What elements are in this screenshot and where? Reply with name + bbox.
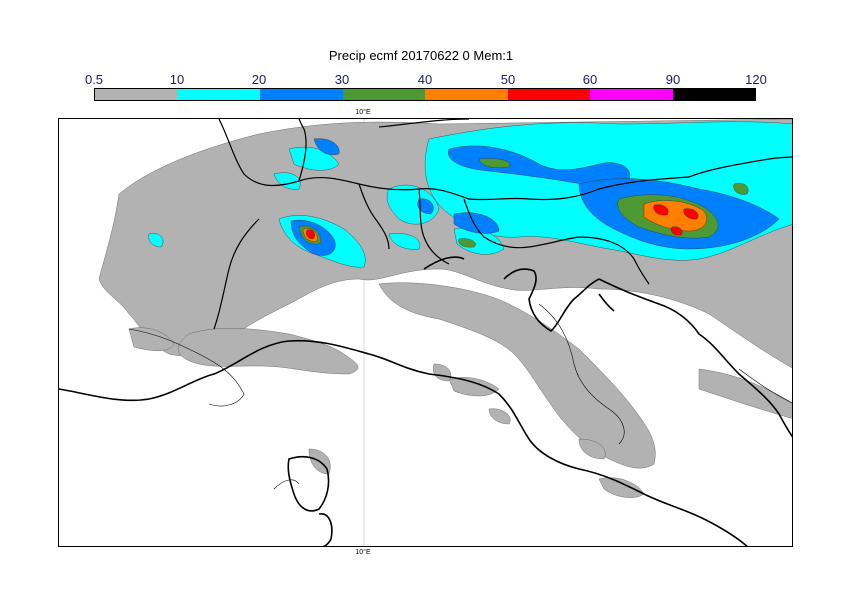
colorbar-segment-7 [672, 89, 755, 100]
colorbar [94, 88, 756, 101]
map-title: Precip ecmf 20170622 0 Mem:1 [328, 48, 514, 63]
contour-lines [128, 303, 792, 490]
coastlines [59, 256, 792, 546]
colorbar-label-8: 120 [745, 72, 767, 87]
colorbar-label-3: 30 [334, 72, 350, 87]
colorbar-label-0: 0.5 [84, 72, 104, 87]
precip-map [58, 118, 793, 547]
colorbar-label-2: 20 [251, 72, 267, 87]
colorbar-segment-5 [507, 89, 590, 100]
colorbar-label-7: 90 [665, 72, 681, 87]
colorbar-segment-1 [177, 89, 260, 100]
colorbar-segment-6 [590, 89, 673, 100]
map-canvas [59, 119, 792, 546]
lon-label-top: 10°E [355, 109, 371, 116]
colorbar-segment-0 [95, 89, 178, 100]
colorbar-segment-2 [260, 89, 343, 100]
colorbar-segment-3 [342, 89, 425, 100]
colorbar-label-4: 40 [417, 72, 433, 87]
precip-red-areas [306, 204, 699, 240]
country-borders [213, 119, 792, 330]
lon-label-bottom: 10°E [355, 549, 371, 556]
colorbar-segment-4 [425, 89, 508, 100]
colorbar-label-1: 10 [169, 72, 185, 87]
colorbar-label-5: 50 [500, 72, 516, 87]
colorbar-label-6: 60 [582, 72, 598, 87]
